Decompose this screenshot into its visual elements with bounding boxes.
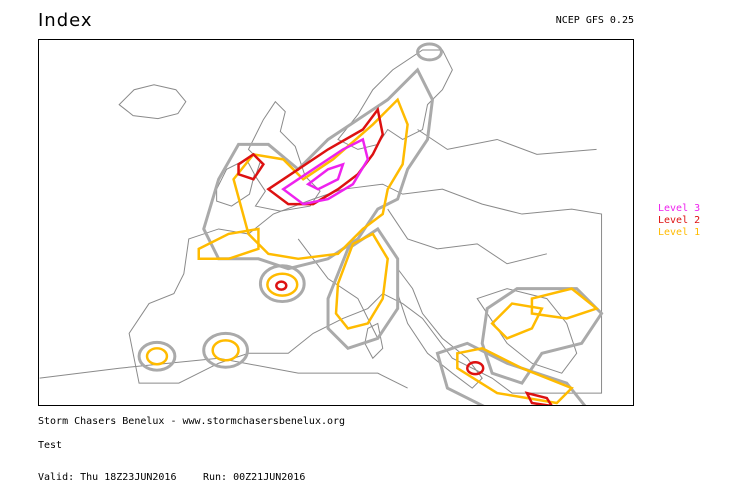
level2-south-italy-1: [466, 361, 485, 376]
inland-border-1: [387, 208, 547, 265]
level3-central: [281, 137, 370, 206]
sardinia-coast: [364, 322, 384, 360]
outline-contours: [137, 42, 604, 405]
italy-coast: [397, 267, 483, 389]
level1-spain-1: [145, 347, 169, 366]
level2-uk: [237, 152, 265, 181]
level1-central: [232, 97, 409, 261]
level3-contours: [281, 137, 370, 206]
level1-spain-2: [211, 339, 240, 362]
level1-france-cell: [266, 272, 299, 297]
level1-south-italy: [456, 347, 574, 405]
legend-item-level-3: Level 3: [658, 203, 701, 214]
outline-france-cell: [258, 264, 306, 304]
map-legend: Level 3 Level 2 Level 1: [658, 203, 700, 239]
baltic-border: [417, 129, 597, 155]
mainland-coast: [128, 183, 603, 394]
outline-south-italy: [435, 341, 587, 405]
outline-spain-2: [202, 331, 249, 369]
outline-balkans: [480, 287, 604, 385]
level2-france-cell: [275, 280, 288, 291]
model-label: NCEP GFS 0.25: [555, 15, 634, 26]
map-panel: [38, 39, 634, 406]
run-time: Run: 00Z21JUN2016: [203, 472, 306, 483]
level2-south-italy-2: [524, 391, 553, 405]
level3-inner: [305, 162, 345, 191]
legend-item-level-1: Level 1: [658, 227, 701, 238]
inland-border-2: [297, 238, 379, 339]
britain-coast: [247, 100, 321, 212]
level1-italy: [334, 232, 390, 330]
balkans-coast: [476, 288, 578, 374]
coastlines: [39, 49, 603, 394]
level1-balkans: [490, 287, 600, 340]
europe-map: [39, 42, 604, 405]
map-title: Index: [38, 10, 93, 31]
valid-time: Valid: Thu 18Z23JUN2016: [38, 472, 177, 483]
note-text: Test: [38, 440, 63, 451]
level1-contours: [145, 97, 600, 405]
legend-item-level-2: Level 2: [658, 215, 701, 226]
credit-text: Storm Chasers Benelux - www.stormchasers…: [38, 416, 346, 427]
north-africa-coast: [39, 357, 408, 389]
iceland-coast: [118, 84, 187, 120]
ireland-coast: [216, 158, 255, 207]
level1-france-west: [197, 227, 260, 261]
outline-iceland-east: [416, 42, 443, 62]
outline-spain-1: [137, 340, 177, 372]
